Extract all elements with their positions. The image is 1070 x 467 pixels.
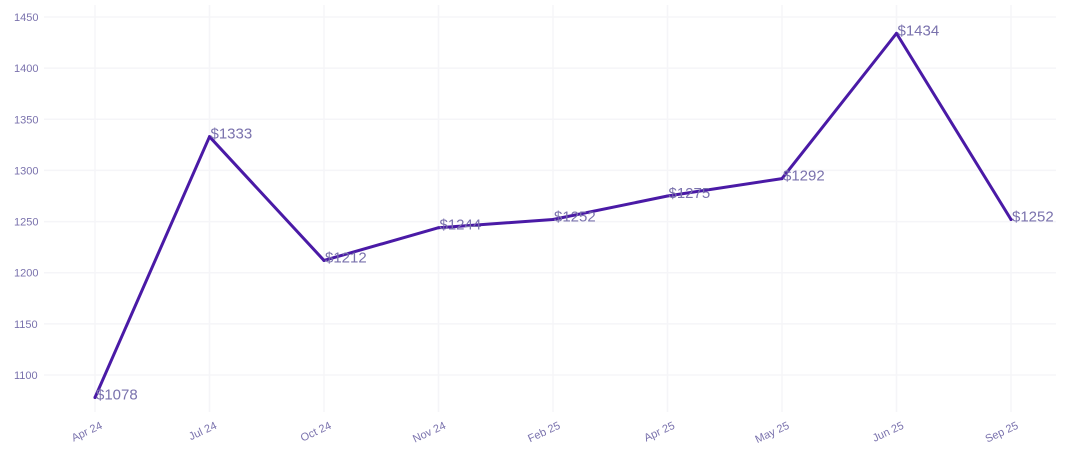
- y-tick-label-1250: 1250: [14, 217, 38, 229]
- x-tick-label-3: Nov 24: [411, 420, 448, 446]
- data-point-8: [1009, 218, 1013, 222]
- data-label-1: $1333: [211, 126, 253, 143]
- y-tick-label-1450: 1450: [14, 12, 38, 24]
- x-axis: Apr 24 Jul 24 Oct 24 Nov 24 Feb 25 Apr 25 May …: [70, 420, 1020, 446]
- x-tick-label-1: Jul 24: [187, 420, 219, 443]
- data-labels: $1078 $1333 $1212 $1244 $1252 $1275 $1292 $1434…: [96, 22, 1054, 403]
- series-group: [93, 31, 1013, 400]
- data-point-2: [322, 258, 326, 262]
- y-tick-label-1300: 1300: [14, 165, 38, 177]
- x-tick-label-0: Apr 24: [70, 420, 104, 445]
- y-tick-label-1100: 1100: [14, 370, 38, 382]
- y-axis: 1100 1150 1200 1250 1300 1350 1400 1450: [14, 12, 38, 382]
- y-tick-label-1150: 1150: [14, 319, 38, 331]
- x-tick-label-2: Oct 24: [299, 420, 333, 445]
- data-label-0: $1078: [96, 387, 138, 404]
- y-tick-label-1400: 1400: [14, 63, 38, 75]
- data-label-3: $1244: [440, 217, 482, 234]
- data-point-5: [666, 194, 669, 198]
- data-label-4: $1252: [554, 209, 596, 226]
- data-point-1: [208, 135, 211, 139]
- x-tick-label-8: Sep 25: [984, 420, 1021, 446]
- y-tick-label-1200: 1200: [14, 268, 38, 280]
- x-tick-label-6: May 25: [753, 420, 791, 446]
- data-point-4: [551, 218, 555, 222]
- data-label-5: $1275: [669, 185, 711, 202]
- data-label-6: $1292: [783, 168, 825, 185]
- data-label-8: $1252: [1012, 209, 1054, 226]
- y-tick-label-1350: 1350: [14, 114, 38, 126]
- data-label-7: $1434: [898, 22, 940, 39]
- grid: [44, 5, 1056, 412]
- data-point-6: [780, 177, 784, 181]
- x-tick-label-4: Feb 25: [526, 420, 562, 445]
- x-tick-label-5: Apr 25: [642, 420, 676, 445]
- x-tick-label-7: Jun 25: [871, 420, 906, 445]
- data-point-0: [93, 396, 97, 400]
- data-label-2: $1212: [325, 249, 367, 266]
- data-point-7: [895, 31, 898, 35]
- data-point-3: [437, 226, 440, 230]
